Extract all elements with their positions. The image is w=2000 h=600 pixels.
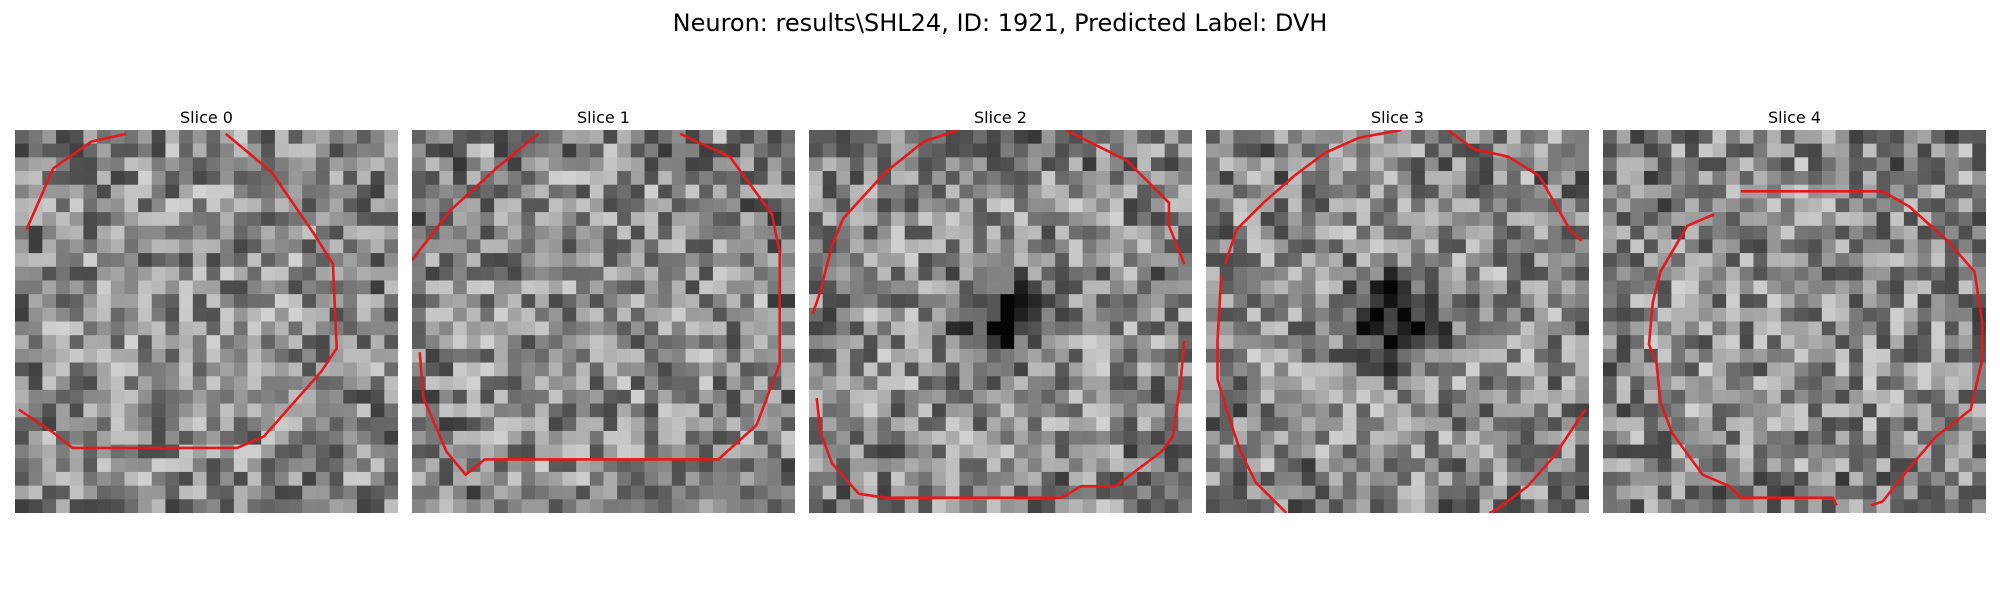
pixel-grid bbox=[809, 130, 1192, 513]
slice-panel-1: Slice 1 bbox=[412, 108, 795, 513]
slice-image bbox=[809, 130, 1192, 513]
segmentation-contour bbox=[1223, 130, 1402, 265]
slice-title: Slice 1 bbox=[577, 108, 630, 127]
slice-title: Slice 3 bbox=[1371, 108, 1424, 127]
segmentation-contour bbox=[815, 340, 1186, 500]
segmentation-contour bbox=[18, 132, 339, 450]
segmentation-contour bbox=[1488, 408, 1587, 513]
slice-panel-0: Slice 0 bbox=[15, 108, 398, 513]
segmentation-contour bbox=[1216, 275, 1288, 513]
slice-image bbox=[15, 130, 398, 513]
segmentation-contour bbox=[1446, 130, 1583, 243]
slice-panel-2: Slice 2 bbox=[809, 108, 1192, 513]
slice-title: Slice 4 bbox=[1768, 108, 1821, 127]
pixel-grid bbox=[1206, 130, 1589, 513]
segmentation-contour bbox=[1740, 189, 1984, 507]
slice-image bbox=[1603, 130, 1986, 513]
segmentation-contour bbox=[811, 130, 959, 315]
segmentation-contour bbox=[25, 132, 127, 231]
pixel-grid bbox=[15, 130, 398, 513]
slice-title: Slice 0 bbox=[180, 108, 233, 127]
slice-image bbox=[1206, 130, 1589, 513]
segmentation-contour bbox=[418, 132, 782, 477]
slice-panel-3: Slice 3 bbox=[1206, 108, 1589, 513]
figure-title: Neuron: results\SHL24, ID: 1921, Predict… bbox=[672, 9, 1328, 37]
slice-title: Slice 2 bbox=[974, 108, 1027, 127]
segmentation-contour bbox=[412, 132, 540, 261]
pixel-grid bbox=[412, 130, 795, 513]
slice-image bbox=[412, 130, 795, 513]
segmentation-contour bbox=[1647, 213, 1838, 506]
segmentation-contour bbox=[1065, 130, 1186, 265]
slice-panel-4: Slice 4 bbox=[1603, 108, 1986, 513]
pixel-grid bbox=[1603, 130, 1986, 513]
